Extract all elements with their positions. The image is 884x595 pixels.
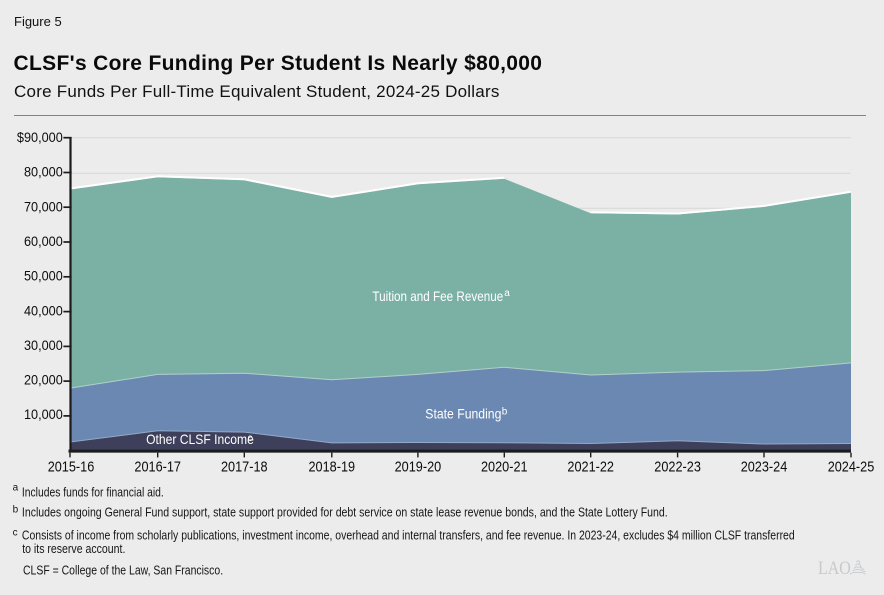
svg-text:70,000: 70,000 — [24, 198, 63, 214]
svg-text:Other CLSF Income: Other CLSF Income — [146, 432, 254, 447]
svg-text:80,000: 80,000 — [24, 164, 63, 180]
svg-text:2024-25: 2024-25 — [828, 459, 875, 476]
svg-text:2015-16: 2015-16 — [48, 459, 95, 476]
svg-text:2022-23: 2022-23 — [654, 459, 701, 476]
svg-text:State Funding: State Funding — [425, 407, 501, 422]
svg-text:40,000: 40,000 — [24, 302, 63, 318]
svg-text:2016-17: 2016-17 — [134, 459, 181, 476]
svg-text:Tuition and Fee Revenue: Tuition and Fee Revenue — [372, 289, 503, 304]
svg-text:2019-20: 2019-20 — [395, 459, 442, 476]
svg-text:to its reserve account.: to its reserve account. — [22, 541, 125, 556]
svg-text:30,000: 30,000 — [24, 337, 63, 353]
svg-text:b: b — [502, 407, 508, 418]
svg-text:50,000: 50,000 — [24, 268, 63, 284]
svg-text:c: c — [13, 528, 18, 539]
svg-text:2023-24: 2023-24 — [741, 459, 788, 476]
svg-text:2021-22: 2021-22 — [567, 459, 614, 476]
svg-text:a: a — [13, 483, 19, 494]
svg-text:CLSF = College of the Law, San: CLSF = College of the Law, San Francisco… — [23, 563, 223, 578]
svg-text:c: c — [248, 433, 253, 444]
svg-text:$90,000: $90,000 — [17, 129, 63, 145]
svg-text:20,000: 20,000 — [24, 372, 63, 388]
svg-text:a: a — [504, 288, 510, 299]
svg-text:Consists of income from schola: Consists of income from scholarly public… — [22, 528, 795, 543]
svg-text:Includes funds for financial a: Includes funds for financial aid. — [22, 484, 164, 499]
svg-text:10,000: 10,000 — [24, 406, 63, 422]
svg-text:b: b — [13, 505, 19, 516]
svg-text:60,000: 60,000 — [24, 233, 63, 249]
svg-text:2018-19: 2018-19 — [309, 459, 356, 476]
svg-text:Includes ongoing General Fund: Includes ongoing General Fund support, s… — [22, 505, 668, 520]
svg-text:2020-21: 2020-21 — [481, 459, 528, 476]
svg-text:2017-18: 2017-18 — [221, 459, 268, 476]
